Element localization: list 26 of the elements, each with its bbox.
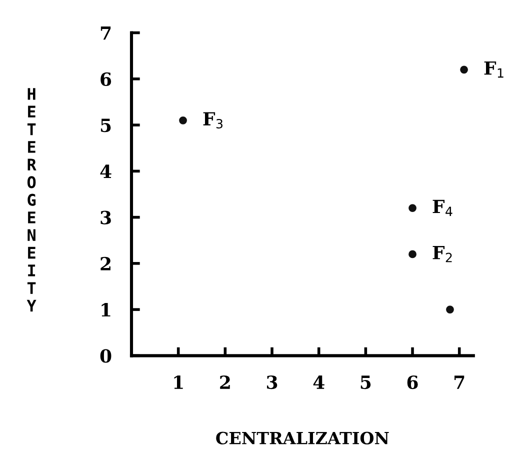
x-tick-label: 5: [360, 376, 371, 390]
y-tick-label: 4: [100, 164, 112, 178]
x-tick-label: 4: [313, 375, 324, 389]
point: [460, 66, 468, 74]
annotation: F$_{1}$: [484, 61, 504, 78]
y-tick-label: 3: [100, 210, 111, 224]
y-tick-label: 6: [100, 72, 112, 86]
y-tick-label: 5: [100, 118, 111, 132]
annotation: F$_{2}$: [432, 246, 452, 262]
x-tick-label: 1: [174, 375, 183, 389]
point: [446, 306, 454, 314]
point: [408, 204, 416, 212]
text: HETEROGENEITY: [26, 88, 36, 312]
y-tick-label: 2: [100, 256, 110, 270]
y-tick-label: 1: [102, 303, 110, 316]
y-tick-label: 7: [100, 26, 111, 40]
x-tick-label: 2: [220, 375, 230, 389]
point: [408, 250, 416, 258]
annotation: F$_{3}$: [203, 112, 222, 129]
y-tick-label: 0: [100, 349, 112, 363]
x-axis-title: CENTRALIZATION: [216, 432, 389, 444]
annotation: F$_{4}$: [432, 200, 452, 216]
point: [179, 116, 187, 124]
x-tick-label: 7: [454, 376, 464, 389]
x-tick-label: 3: [266, 375, 278, 390]
x-tick-label: 6: [407, 375, 418, 390]
